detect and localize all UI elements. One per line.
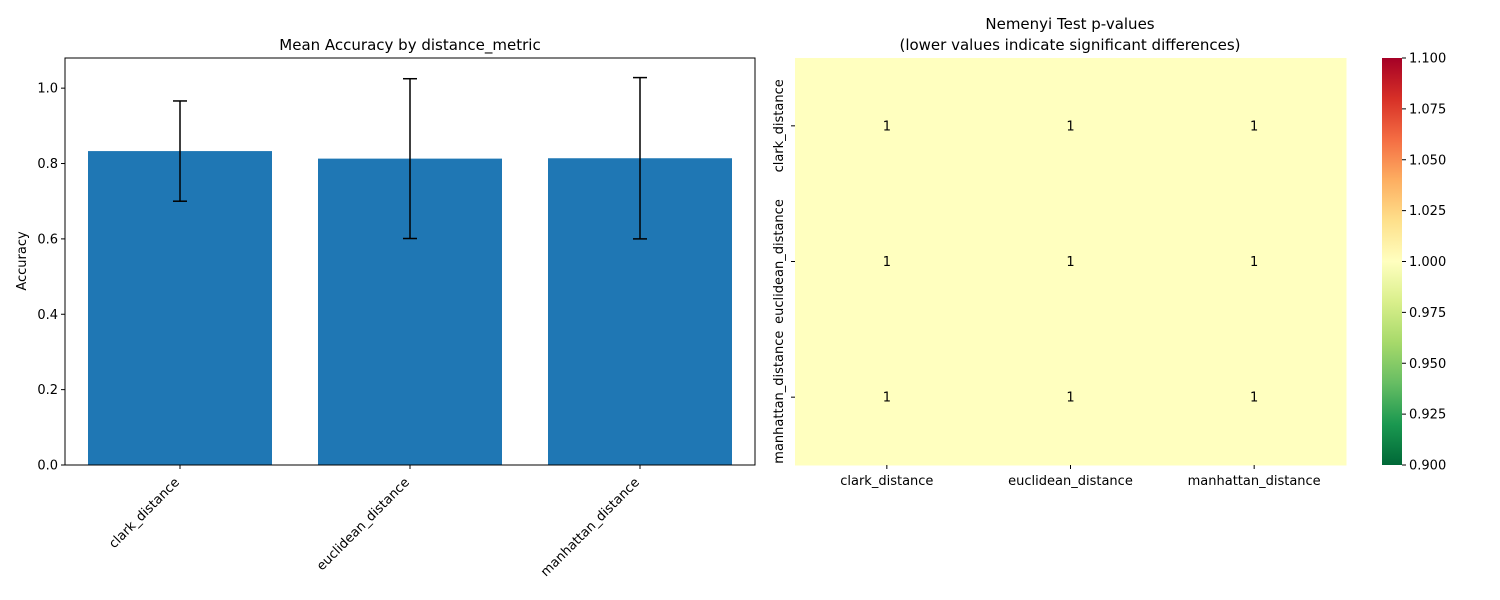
heatmap-cell-label: 1 [1066,119,1074,134]
heatmap-title: Nemenyi Test p-values [985,15,1154,33]
bar-chart-ylabel: Accuracy [15,231,30,291]
bar-chart-x-axis: clark_distance euclidean_distance manhatta… [106,465,643,580]
heatmap-y-tick-label: manhattan_distance [772,331,787,464]
bar-chart-y-tick-label: 1.0 [37,82,58,97]
heatmap-cell-label: 1 [883,255,891,270]
bar-chart-y-tick-label: 0.6 [37,232,58,247]
heatmap-cell-labels: 1 1 1 1 1 1 1 1 1 [883,119,1259,405]
colorbar-tick-label: 1.050 [1409,153,1446,168]
bar [88,151,272,466]
heatmap-y-axis: clark_distance euclidean_distance manhatta… [772,79,795,464]
heatmap-cell [978,193,1163,330]
colorbar-tick-label: 0.975 [1409,306,1446,321]
heatmap-x-tick-label: clark_distance [840,474,933,489]
heatmap-cell-label: 1 [1066,255,1074,270]
heatmap-colorbar-axis: 0.900 0.925 0.950 0.975 1.000 1.025 1.050 1.075… [1402,52,1446,474]
colorbar-tick-label: 1.000 [1409,255,1446,270]
heatmap-cell [1162,58,1347,195]
heatmap-cell-label: 1 [883,119,891,134]
heatmap-cell [795,193,980,330]
heatmap-panel: Nemenyi Test p-values (lower values indi… [772,15,1446,489]
heatmap-cell-label: 1 [1250,391,1258,406]
heatmap-colorbar [1382,58,1402,465]
bar-chart-y-tick-label: 0.4 [37,308,58,323]
heatmap-x-tick-label: manhattan_distance [1188,474,1321,489]
colorbar-tick-label: 1.075 [1409,102,1446,117]
heatmap-x-axis: clark_distance euclidean_distance manhatta… [840,465,1321,489]
colorbar-tick-label: 1.100 [1409,52,1446,67]
colorbar-tick-label: 0.925 [1409,408,1446,423]
colorbar-tick-label: 1.025 [1409,204,1446,219]
bar-chart-y-tick-label: 0.2 [37,383,58,398]
bar-chart-x-tick-label: euclidean_distance [314,475,413,574]
bar-chart-frame [64,57,756,466]
bar-chart-x-tick-label: manhattan_distance [538,475,643,580]
heatmap-cell [978,58,1163,195]
bar-chart-y-axis: 0.0 0.2 0.4 0.6 0.8 1.0 [37,82,65,474]
heatmap-subtitle: (lower values indicate significant diffe… [899,36,1240,54]
heatmap-cell-label: 1 [1066,391,1074,406]
bar-chart-title: Mean Accuracy by distance_metric [279,36,540,55]
bar-chart-x-tick-label: clark_distance [106,475,183,552]
heatmap-cell [795,329,980,466]
heatmap-x-tick-label: euclidean_distance [1008,474,1133,489]
heatmap-cell-label: 1 [1250,255,1258,270]
heatmap-y-tick-label: euclidean_distance [772,199,787,324]
heatmap-cell-label: 1 [1250,119,1258,134]
heatmap-cell [1162,193,1347,330]
colorbar-tick-label: 0.900 [1409,459,1446,474]
colorbar-tick-label: 0.950 [1409,357,1446,372]
heatmap-cells [795,58,1347,466]
heatmap-cell [978,329,1163,466]
heatmap-cell [795,58,980,195]
heatmap-y-tick-label: clark_distance [772,79,787,172]
bar-chart-panel: Mean Accuracy by distance_metric Accurac… [15,36,756,580]
heatmap-cell [1162,329,1347,466]
heatmap-cell-label: 1 [883,391,891,406]
bar-chart-error-bars [173,76,647,240]
bar-chart-y-tick-label: 0.0 [37,459,58,474]
bar-chart-y-tick-label: 0.8 [37,157,58,172]
